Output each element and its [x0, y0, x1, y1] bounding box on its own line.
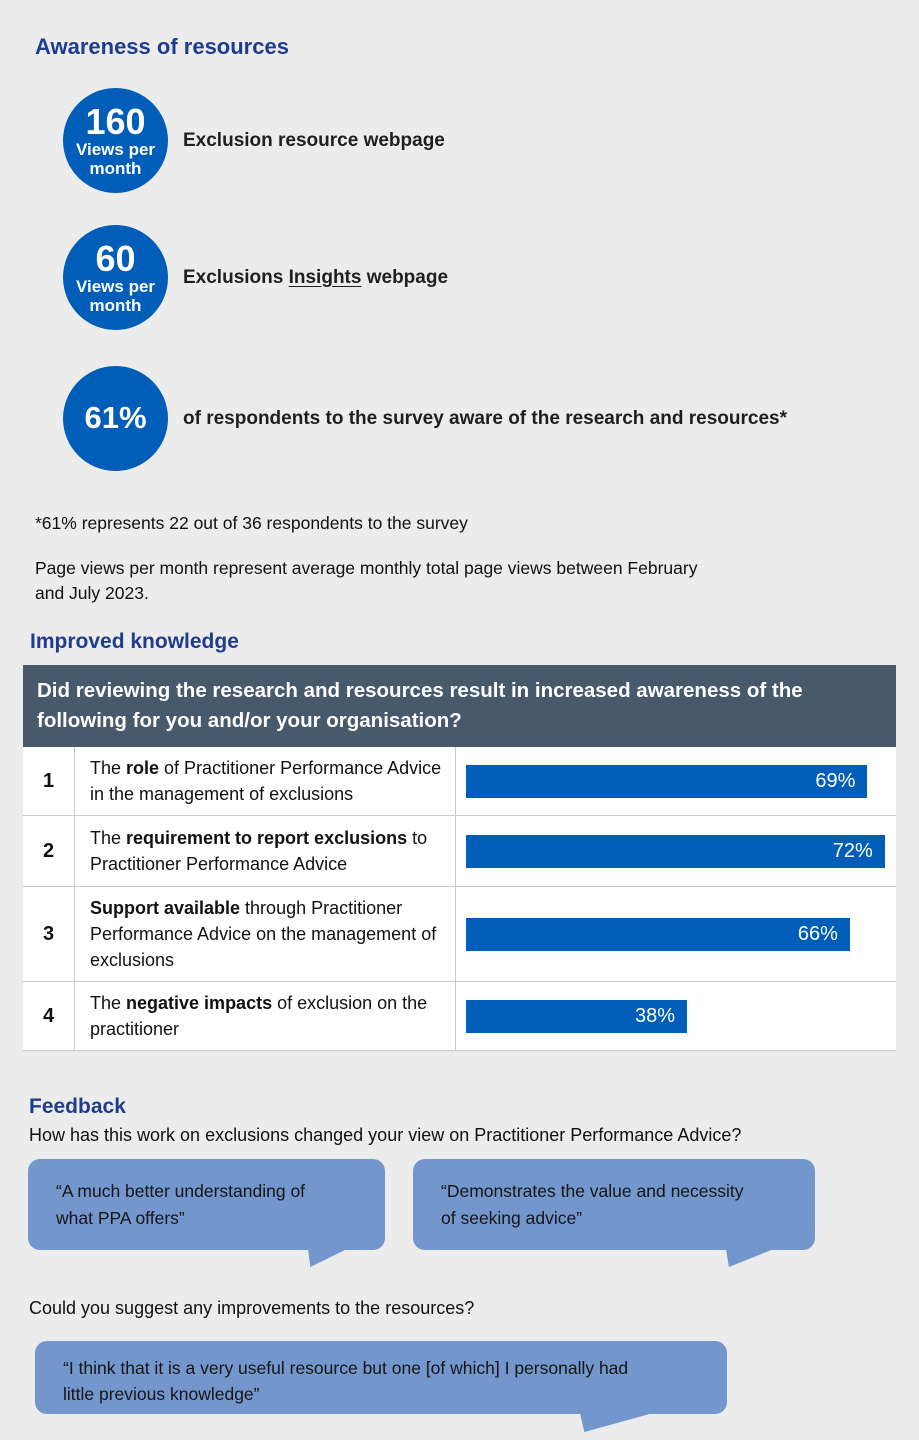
- quote-line: “A much better understanding of: [56, 1181, 306, 1201]
- speech-bubble-tail: [726, 1249, 774, 1267]
- bar-value-label: 69%: [815, 769, 856, 792]
- bar-cell: 38%: [456, 982, 896, 1050]
- stat-label-exclusion-resource: Exclusion resource webpage: [183, 130, 445, 152]
- bar-72pct: 72%: [466, 834, 885, 868]
- footnote-page-views: Page views per month represent average m…: [35, 556, 919, 606]
- knowledge-table: Did reviewing the research and resources…: [23, 665, 896, 1051]
- table-row: 3 Support available through Practitioner…: [23, 886, 896, 981]
- table-row: 4 The negative impacts of exclusion on t…: [23, 981, 896, 1050]
- speech-bubble-tail: [580, 1413, 653, 1432]
- section-title-awareness: Awareness of resources: [35, 34, 289, 59]
- quote-bubble-seeking-advice: “Demonstrates the value and necessity of…: [413, 1159, 815, 1267]
- stat-unit-line: month: [89, 296, 142, 316]
- stat-unit: Views per month: [76, 140, 155, 178]
- row-text-part: of exclusion on the practitioner: [90, 993, 428, 1039]
- stat-value: 60: [95, 237, 136, 279]
- row-text: Support available through Practitioner P…: [75, 887, 456, 981]
- bar-value-label: 66%: [797, 922, 838, 945]
- bar-value-label: 38%: [635, 1004, 676, 1027]
- feedback-question-2: Could you suggest any improvements to th…: [29, 1298, 475, 1318]
- bar-cell: 69%: [456, 747, 896, 815]
- quote-bubble-ppa-offers: “A much better understanding of what PPA…: [28, 1159, 385, 1267]
- bar-value-label: 72%: [832, 839, 873, 862]
- row-text: The requirement to report exclusions to …: [75, 816, 456, 886]
- row-text-bold: requirement to report exclusions: [126, 828, 408, 848]
- stat-label-text: of respondents to the survey aware of th…: [183, 407, 787, 429]
- row-number: 4: [23, 982, 75, 1050]
- table-header-line: Did reviewing the research and resources…: [37, 679, 803, 702]
- row-text: The role of Practitioner Performance Adv…: [75, 747, 456, 815]
- stat-value: 61%: [84, 400, 147, 436]
- footnote-line: and July 2023.: [35, 583, 149, 603]
- quote-line: of seeking advice”: [441, 1208, 583, 1228]
- row-text-part: to Practitioner Performance Advice: [90, 828, 428, 874]
- row-text: The negative impacts of exclusion on the…: [75, 982, 456, 1050]
- stat-unit-line: Views per: [75, 140, 156, 160]
- row-text-part: through Practitioner Performance Advice …: [90, 898, 437, 970]
- quote-line: little previous knowledge”: [63, 1384, 260, 1404]
- insights-link[interactable]: Insights: [288, 266, 362, 288]
- row-number: 2: [23, 816, 75, 886]
- row-text-part: The: [90, 758, 127, 778]
- stat-unit: Views per month: [76, 277, 155, 315]
- bar-69pct: 69%: [466, 764, 868, 798]
- table-header-question: Did reviewing the research and resources…: [23, 665, 896, 747]
- bar-cell: 72%: [456, 816, 896, 886]
- quote-bubble-row: “A much better understanding of what PPA…: [28, 1159, 919, 1267]
- quote-line: “I think that it is a very useful resour…: [63, 1358, 629, 1378]
- stat-row-exclusions-insights: 60 Views per month Exclusions Insights w…: [63, 225, 919, 330]
- stat-label-survey-awareness: of respondents to the survey aware of th…: [183, 408, 787, 430]
- stat-label-text: webpage: [361, 266, 449, 288]
- footnote-line: Page views per month represent average m…: [35, 558, 698, 578]
- row-text-part: of Practitioner Performance Advice in th…: [90, 758, 442, 804]
- quote-line: “Demonstrates the value and necessity: [441, 1181, 744, 1201]
- row-number: 1: [23, 747, 75, 815]
- row-text-bold: role: [126, 758, 160, 778]
- stat-label-text: Exclusion resource webpage: [183, 129, 445, 151]
- row-text-part: The: [90, 993, 127, 1013]
- bar-66pct: 66%: [466, 917, 850, 951]
- row-text-bold: negative impacts: [126, 993, 273, 1013]
- stat-row-survey-awareness: 61% of respondents to the survey aware o…: [63, 366, 919, 471]
- stat-circle-views-160: 160 Views per month: [63, 88, 168, 193]
- section-title-feedback: Feedback: [29, 1095, 126, 1118]
- stat-label-exclusions-insights: Exclusions Insights webpage: [183, 267, 448, 289]
- bar-cell: 66%: [456, 887, 896, 981]
- feedback-question-1: How has this work on exclusions changed …: [29, 1125, 742, 1145]
- row-text-bold: Support available: [90, 898, 241, 918]
- bar-38pct: 38%: [466, 999, 688, 1033]
- section-title-improved-knowledge: Improved knowledge: [30, 630, 239, 653]
- stat-unit-line: month: [89, 159, 142, 179]
- stat-unit-line: Views per: [75, 277, 156, 297]
- row-number: 3: [23, 887, 75, 981]
- quote-bubble-useful-resource: “I think that it is a very useful resour…: [35, 1341, 727, 1432]
- quote-line: what PPA offers”: [56, 1208, 185, 1228]
- stat-circle-views-60: 60 Views per month: [63, 225, 168, 330]
- stat-circle-61pct: 61%: [63, 366, 168, 471]
- stat-value: 160: [85, 100, 146, 142]
- speech-bubble-tail: [308, 1249, 347, 1267]
- footnote-61pct: *61% represents 22 out of 36 respondents…: [35, 513, 468, 533]
- table-row: 1 The role of Practitioner Performance A…: [23, 747, 896, 815]
- row-text-part: The: [90, 828, 127, 848]
- table-header-line: following for you and/or your organisati…: [37, 709, 462, 732]
- table-row: 2 The requirement to report exclusions t…: [23, 815, 896, 886]
- stat-row-exclusion-resource: 160 Views per month Exclusion resource w…: [63, 88, 919, 193]
- stat-label-text: Exclusions: [183, 266, 289, 288]
